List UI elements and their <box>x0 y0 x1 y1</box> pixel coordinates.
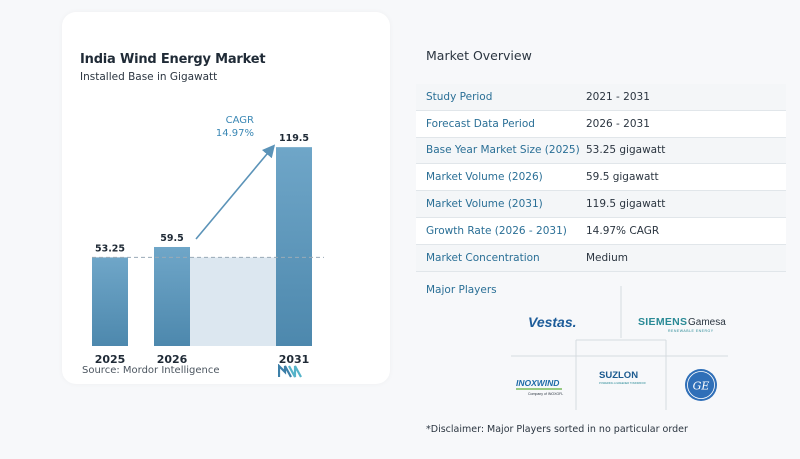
overview-table: Study Period 2021 - 2031 Forecast Data Pe… <box>416 84 786 272</box>
x-tick-2031: 2031 <box>279 353 310 366</box>
table-row: Base Year Market Size (2025) 53.25 gigawa… <box>416 137 786 165</box>
ge-text: GE <box>693 380 710 393</box>
row-label: Market Volume (2031) <box>426 198 543 211</box>
x-tick-2025: 2025 <box>95 353 126 366</box>
cagr-label: CAGR <box>226 115 254 126</box>
players-grid: Vestas. SIEMENS Gamesa RENEWABLE ENERGY … <box>511 286 728 410</box>
row-label: Growth Rate (2026 - 2031) <box>426 224 567 237</box>
overview-title: Market Overview <box>426 48 532 63</box>
siemens-gamesa-logo: SIEMENS Gamesa RENEWABLE ENERGY <box>638 316 726 333</box>
table-row: Growth Rate (2026 - 2031) 14.97% CAGR <box>416 217 786 245</box>
bar-2026 <box>154 246 190 346</box>
table-row: Forecast Data Period 2026 - 2031 <box>416 110 786 138</box>
data-label-2025: 53.25 <box>95 243 125 254</box>
source-text: Source: Mordor Intelligence <box>82 365 220 376</box>
row-value: 2026 - 2031 <box>586 117 650 130</box>
table-row: Market Concentration Medium <box>416 244 786 272</box>
row-value: 2021 - 2031 <box>586 90 650 103</box>
row-value: 53.25 gigawatt <box>586 144 666 157</box>
row-label: Study Period <box>426 90 493 103</box>
bar-chart: 53.25 2025 59.5 2026 119.5 2031 CAGR 14.97% <box>92 115 324 366</box>
table-row: Study Period 2021 - 2031 <box>416 84 786 111</box>
mordor-logo-icon <box>278 364 302 378</box>
vestas-logo: Vestas. <box>528 314 577 330</box>
suzlon-text: SUZLON <box>599 370 638 381</box>
inox-wind-logo: INOXWIND Company of INOXGFL <box>516 378 563 396</box>
row-label: Market Concentration <box>426 251 540 264</box>
chart-title: India Wind Energy Market <box>80 52 266 67</box>
disclaimer: *Disclaimer: Major Players sorted in no … <box>426 424 688 435</box>
suzlon-logo: SUZLON POWERING A GREENER TOMORROW <box>599 370 646 385</box>
table-row: Market Volume (2031) 119.5 gigawatt <box>416 191 786 218</box>
market-overview-panel: Market Overview Study Period 2021 - 2031 … <box>416 0 800 459</box>
bar-2031 <box>276 147 312 346</box>
cagr-arrow <box>195 144 276 240</box>
cagr-value: 14.97% <box>216 128 254 139</box>
players-title: Major Players <box>426 284 497 296</box>
row-label: Forecast Data Period <box>426 117 535 130</box>
bar-2025 <box>92 257 128 346</box>
data-label-2026: 59.5 <box>160 233 183 244</box>
gamesa-text: Gamesa <box>688 317 726 328</box>
ge-circle-icon <box>685 369 717 401</box>
suzlon-tagline: POWERING A GREENER TOMORROW <box>599 381 646 385</box>
row-value: 59.5 gigawatt <box>586 171 659 184</box>
data-label-2031: 119.5 <box>279 133 309 144</box>
ge-logo: GE <box>685 369 717 401</box>
ge-ring <box>687 371 715 399</box>
vestas-text: Vestas. <box>528 314 577 330</box>
row-label: Market Volume (2026) <box>426 171 543 184</box>
row-label: Base Year Market Size (2025) <box>426 144 580 157</box>
siemens-text: SIEMENS <box>638 316 687 328</box>
siemens-tagline: RENEWABLE ENERGY <box>668 329 714 333</box>
row-value: Medium <box>586 251 628 264</box>
growth-shade <box>190 257 276 346</box>
chart-subtitle: Installed Base in Gigawatt <box>80 71 218 83</box>
row-value: 119.5 gigawatt <box>586 198 666 211</box>
inox-tagline: Company of INOXGFL <box>528 392 563 396</box>
inox-text: INOXWIND <box>516 378 559 388</box>
chart-card: 53.25 2025 59.5 2026 119.5 2031 CAGR 14.97% Ind… <box>62 12 390 384</box>
table-row: Market Volume (2026) 59.5 gigawatt <box>416 164 786 192</box>
row-value: 14.97% CAGR <box>586 224 660 237</box>
x-tick-2026: 2026 <box>157 353 188 366</box>
